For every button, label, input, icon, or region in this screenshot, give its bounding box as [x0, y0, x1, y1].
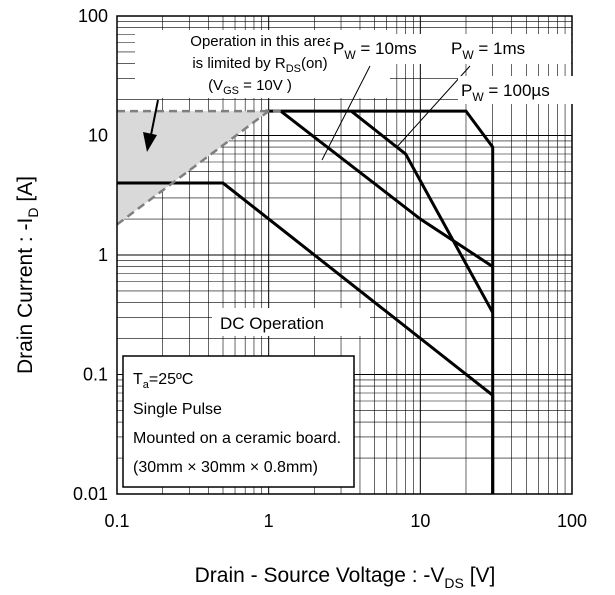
dc-operation-text: DC Operation [220, 314, 324, 333]
series-pw-100-s [265, 109, 495, 494]
x-tick-label: 100 [557, 511, 587, 531]
y-axis-title: Drain Current : -ID [A] [14, 176, 41, 374]
y-tick-label: 1 [98, 245, 108, 265]
x-tick-label: 0.1 [104, 511, 129, 531]
y-tick-label: 100 [78, 6, 108, 26]
y-tick-label: 0.1 [83, 365, 108, 385]
dc-operation-label: DC Operation [212, 308, 370, 336]
mounting-text: Mounted on a ceramic board. [133, 430, 341, 447]
pw-1ms-label: PW = 1ms [395, 34, 571, 149]
tick-labels: 0.1 1 10 100 0.01 0.1 1 10 100 [73, 6, 587, 531]
rds-note-line3: (VGS = 10V ) [208, 77, 292, 97]
board-size-text: (30mm × 30mm × 0.8mm) [133, 459, 318, 476]
svg-text:PW = 1ms: PW = 1ms [451, 39, 525, 62]
ambient-temperature: Ta=25ºC [133, 371, 193, 391]
x-tick-label: 10 [410, 511, 430, 531]
conditions-box: Ta=25ºC Single Pulse Mounted on a cerami… [122, 355, 355, 488]
x-tick-label: 1 [264, 511, 274, 531]
series-pw-10ms [279, 109, 494, 268]
rds-note-arrowhead [143, 132, 157, 152]
pw-100us-label: PW = 100µs [458, 76, 574, 104]
y-tick-label: 0.01 [73, 484, 108, 504]
single-pulse-text: Single Pulse [133, 401, 222, 418]
plot-frame [116, 15, 573, 495]
series-pw-1ms [350, 109, 495, 314]
rds-note-line2: is limited by RDS(on) [192, 55, 327, 75]
svg-text:PW = 100µs: PW = 100µs [461, 81, 550, 104]
rds-note-arrow [149, 99, 159, 141]
svg-text:PW = 10ms: PW = 10ms [333, 39, 417, 62]
y-tick-label: 10 [88, 126, 108, 146]
pw-10ms-label: PW = 10ms [321, 34, 448, 161]
series-lines [116, 109, 495, 494]
x-axis-title: Drain - Source Voltage : -VDS [V] [195, 564, 496, 591]
rds-note-line1: Operation in this area [190, 33, 334, 50]
rds-on-limit-dashed-line [116, 109, 281, 226]
